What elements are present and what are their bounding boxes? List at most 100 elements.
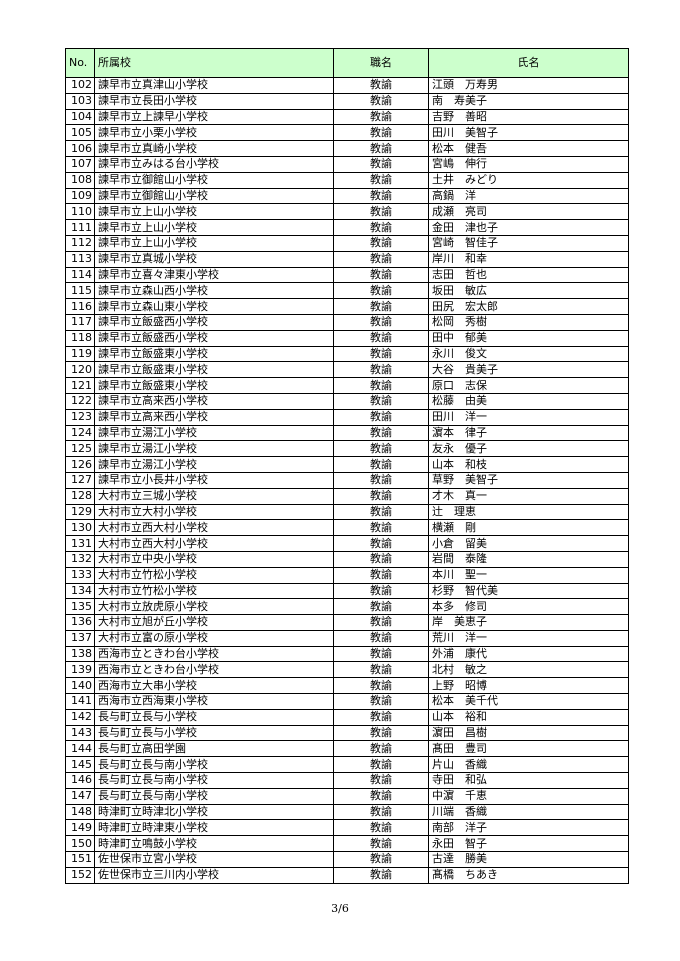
- table-row: 138 西海市立ときわ台小学校 教諭 外浦 康代: [65, 645, 629, 663]
- cell-school: 諫早市立上山小学校: [94, 234, 334, 252]
- table-row: 131 大村市立西大村小学校 教諭 小倉 留美: [65, 535, 629, 552]
- cell-name: 志田 哲也: [428, 266, 629, 284]
- cell-no: 152: [65, 866, 95, 884]
- table-row: 150 時津町立鳴鼓小学校 教諭 永田 智子: [65, 835, 629, 853]
- cell-school: 大村市立中央小学校: [94, 550, 334, 568]
- cell-title: 教諭: [333, 77, 429, 94]
- cell-school: 西海市立ときわ台小学校: [94, 645, 334, 663]
- cell-name: 寺田 和弘: [428, 772, 629, 789]
- cell-school: 西海市立西海東小学校: [94, 693, 334, 710]
- cell-school: 諫早市立真崎小学校: [94, 140, 334, 157]
- cell-no: 142: [65, 708, 95, 726]
- cell-title: 教諭: [333, 298, 429, 315]
- cell-title: 教諭: [333, 108, 429, 126]
- cell-no: 116: [65, 298, 95, 315]
- cell-school: 長与町立長与小学校: [94, 724, 334, 742]
- cell-name: 松本 美千代: [428, 693, 629, 710]
- table-row: 104 諫早市立上諫早小学校 教諭 吉野 善昭: [65, 108, 629, 126]
- cell-title: 教諭: [333, 629, 429, 647]
- table-row: 116 諫早市立森山東小学校 教諭 田尻 宏太郎: [65, 298, 629, 315]
- table-row: 145 長与町立長与南小学校 教諭 片山 香織: [65, 756, 629, 774]
- cell-title: 教諭: [333, 140, 429, 157]
- cell-school: 長与町立長与南小学校: [94, 756, 334, 774]
- cell-name: 岸 美恵子: [428, 614, 629, 631]
- table-row: 151 佐世保市立宮小学校 教諭 古達 勝美: [65, 851, 629, 868]
- table-row: 139 西海市立ときわ台小学校 教諭 北村 敏之: [65, 661, 629, 679]
- cell-school: 諫早市立飯盛東小学校: [94, 361, 334, 379]
- cell-no: 146: [65, 772, 95, 789]
- cell-title: 教諭: [333, 361, 429, 379]
- cell-name: 横瀬 剛: [428, 519, 629, 537]
- cell-name: 田中 郁美: [428, 329, 629, 347]
- table-row: 110 諫早市立上山小学校 教諭 成瀬 亮司: [65, 203, 629, 221]
- table-row: 146 長与町立長与南小学校 教諭 寺田 和弘: [65, 772, 629, 789]
- cell-name: 永川 俊文: [428, 345, 629, 363]
- table-row: 137 大村市立富の原小学校 教諭 荒川 洋一: [65, 629, 629, 647]
- cell-name: 荒川 洋一: [428, 629, 629, 647]
- table-row: 107 諫早市立みはる台小学校 教諭 宮嶋 伸行: [65, 155, 629, 173]
- cell-name: 松本 健吾: [428, 140, 629, 157]
- table-row: 119 諫早市立飯盛東小学校 教諭 永川 俊文: [65, 345, 629, 363]
- table-row: 106 諫早市立真崎小学校 教諭 松本 健吾: [65, 140, 629, 157]
- cell-title: 教諭: [333, 550, 429, 568]
- cell-name: 南 寿美子: [428, 92, 629, 110]
- cell-school: 大村市立三城小学校: [94, 487, 334, 505]
- cell-name: 吉野 善昭: [428, 108, 629, 126]
- table-row: 124 諫早市立湯江小学校 教諭 濵本 律子: [65, 424, 629, 442]
- cell-school: 諫早市立長田小学校: [94, 92, 334, 110]
- cell-no: 147: [65, 787, 95, 805]
- cell-title: 教諭: [333, 693, 429, 710]
- table-row: 114 諫早市立喜々津東小学校 教諭 志田 哲也: [65, 266, 629, 284]
- cell-name: 古達 勝美: [428, 851, 629, 868]
- table-row: 103 諫早市立長田小学校 教諭南 寿美子: [65, 92, 629, 110]
- cell-name: 大谷 貴美子: [428, 361, 629, 379]
- table-row: 142 長与町立長与小学校 教諭 山本 裕和: [65, 708, 629, 726]
- cell-title: 教諭: [333, 124, 429, 142]
- cell-name: 宮嶋 伸行: [428, 155, 629, 173]
- cell-school: 諫早市立上山小学校: [94, 219, 334, 236]
- cell-title: 教諭: [333, 329, 429, 347]
- header-name: 氏名: [428, 48, 629, 78]
- cell-name: 田川 洋一: [428, 408, 629, 426]
- header-row: No. 所属校 職名 氏名: [65, 48, 629, 78]
- cell-title: 教諭: [333, 708, 429, 726]
- cell-no: 134: [65, 582, 95, 600]
- cell-school: 長与町立長与南小学校: [94, 772, 334, 789]
- cell-school: 諫早市立高来西小学校: [94, 392, 334, 410]
- cell-no: 143: [65, 724, 95, 742]
- cell-school: 諫早市立みはる台小学校: [94, 155, 334, 173]
- cell-name: 江頭 万寿男: [428, 77, 629, 94]
- table-row: 123 諫早市立高来西小学校 教諭 田川 洋一: [65, 408, 629, 426]
- header-school: 所属校: [94, 48, 334, 78]
- table-row: 112 諫早市立上山小学校 教諭 宮崎 智佳子: [65, 234, 629, 252]
- cell-no: 122: [65, 392, 95, 410]
- cell-school: 諫早市立飯盛西小学校: [94, 313, 334, 331]
- cell-school: 諫早市立喜々津東小学校: [94, 266, 334, 284]
- cell-school: 時津町立時津北小学校: [94, 803, 334, 821]
- cell-school: 諫早市立飯盛西小学校: [94, 329, 334, 347]
- cell-no: 115: [65, 282, 95, 300]
- cell-name: 原口 志保: [428, 377, 629, 394]
- table-row: 122 諫早市立高来西小学校 教諭 松藤 由美: [65, 392, 629, 410]
- table-row: 141 西海市立西海東小学校 教諭 松本 美千代: [65, 693, 629, 710]
- cell-name: 杉野 智代美: [428, 582, 629, 600]
- cell-no: 103: [65, 92, 95, 110]
- cell-title: 教諭: [333, 187, 429, 205]
- cell-no: 113: [65, 250, 95, 268]
- cell-title: 教諭: [333, 456, 429, 473]
- cell-name: 本多 修司: [428, 598, 629, 616]
- cell-title: 教諭: [333, 803, 429, 821]
- cell-name: 才木 真一: [428, 487, 629, 505]
- cell-title: 教諭: [333, 408, 429, 426]
- cell-school: 大村市立富の原小学校: [94, 629, 334, 647]
- cell-title: 教諭: [333, 519, 429, 537]
- table-row: 144 長与町立高田学園 教諭 髙田 豊司: [65, 740, 629, 758]
- cell-school: 諫早市立湯江小学校: [94, 440, 334, 458]
- cell-title: 教諭: [333, 598, 429, 616]
- cell-name: 本川 聖一: [428, 566, 629, 584]
- cell-school: 大村市立竹松小学校: [94, 582, 334, 600]
- cell-school: 西海市立ときわ台小学校: [94, 661, 334, 679]
- cell-name: 高鍋 洋: [428, 187, 629, 205]
- cell-no: 119: [65, 345, 95, 363]
- table-row: 134 大村市立竹松小学校 教諭 杉野 智代美: [65, 582, 629, 600]
